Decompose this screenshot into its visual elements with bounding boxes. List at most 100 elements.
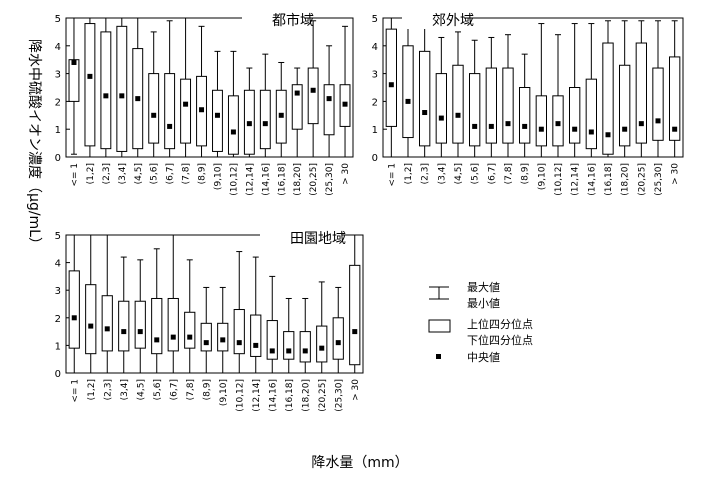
iqr-box — [435, 73, 447, 144]
iqr-box — [635, 42, 648, 144]
x-tick-label: (2,3] — [103, 379, 113, 400]
box-14 — [283, 297, 295, 374]
iqr-box — [307, 67, 319, 125]
median-marker — [438, 115, 444, 121]
y-tick-label: 5 — [55, 14, 61, 25]
iqr-box — [180, 78, 192, 144]
y-tick-label: 3 — [55, 70, 61, 81]
y-tick-label: 1 — [55, 341, 61, 352]
x-tick-label: (16,18] — [604, 163, 614, 196]
box-7 — [485, 36, 497, 158]
x-tick-label: (1,2] — [404, 163, 414, 184]
box-2 — [85, 234, 97, 374]
box-6 — [151, 248, 163, 374]
box-4 — [435, 36, 447, 158]
median-marker — [203, 340, 209, 346]
box-8 — [184, 259, 196, 374]
y-tick-label: 4 — [55, 42, 61, 53]
median-marker — [310, 87, 316, 93]
median-marker — [488, 123, 494, 129]
panel-title-group: 郊外域 — [402, 11, 474, 29]
box-7 — [164, 20, 176, 158]
median-marker — [104, 326, 110, 332]
x-tick-label: (16,18] — [285, 379, 295, 412]
box-11 — [552, 34, 564, 158]
box-2 — [402, 17, 414, 158]
iqr-box — [118, 300, 130, 352]
median-marker — [522, 123, 528, 129]
iqr-box — [101, 295, 113, 352]
panel-3: 0 1 2 3 4 5 <= 1 (1,2] (2,3] (3,4] (4,5] (5,6] (6,7]… — [55, 229, 364, 412]
median-marker — [605, 132, 611, 138]
x-tick-label: (6,7] — [166, 163, 176, 184]
iqr-box — [349, 264, 361, 366]
x-tick-label: (9,10] — [213, 163, 223, 190]
iqr-box — [323, 84, 335, 136]
iqr-box — [68, 59, 80, 102]
panel-title-group: 都市域 — [242, 11, 314, 29]
iqr-box — [502, 67, 514, 144]
iqr-box — [669, 56, 681, 141]
x-tick-label: <= 1 — [387, 163, 397, 187]
box-5 — [452, 31, 464, 158]
iqr-box — [116, 25, 128, 152]
median-marker — [236, 340, 242, 346]
iqr-box — [299, 331, 311, 363]
x-tick-label: (18,20] — [293, 163, 303, 196]
box-18 — [349, 234, 361, 374]
median-marker — [71, 315, 77, 321]
iqr-box — [217, 322, 229, 352]
box-13 — [266, 275, 278, 374]
box-15 — [619, 20, 631, 158]
x-tick-label: (14,16] — [587, 163, 597, 196]
iqr-box — [148, 73, 160, 144]
box-10 — [535, 23, 548, 158]
x-tick-label: (3,4] — [120, 379, 130, 400]
median-marker — [278, 112, 284, 118]
box-12 — [250, 256, 262, 374]
x-tick-label: (20,25] — [318, 379, 328, 412]
median-marker — [151, 112, 157, 118]
iqr-box — [535, 95, 548, 147]
box-17 — [323, 45, 335, 158]
box-13 — [585, 23, 598, 158]
plot-frame — [382, 17, 684, 158]
box-1 — [68, 17, 80, 155]
y-tick-label: 5 — [55, 231, 61, 242]
box-7 — [167, 234, 179, 374]
median-marker — [88, 323, 94, 329]
iqr-box — [402, 45, 414, 139]
iqr-box — [332, 317, 344, 360]
iqr-box — [385, 28, 397, 127]
x-tick-label: (5,6] — [150, 163, 160, 184]
x-tick-label: (18,20] — [301, 379, 311, 412]
y-tick-label: 4 — [55, 259, 61, 270]
box-18 — [339, 25, 351, 158]
iqr-box — [184, 311, 196, 349]
median-marker — [137, 329, 143, 335]
legend-median-marker — [436, 354, 441, 359]
x-tick-label: (6,7] — [487, 163, 497, 184]
median-marker — [187, 334, 193, 340]
iqr-box — [452, 64, 464, 144]
median-marker — [135, 96, 141, 102]
y-tick-label: 4 — [372, 42, 378, 53]
box-16 — [635, 20, 648, 158]
box-9 — [200, 286, 212, 374]
box-4 — [116, 17, 128, 158]
median-marker — [253, 342, 259, 348]
box-3 — [101, 234, 113, 374]
iqr-box — [134, 300, 146, 349]
median-marker — [342, 101, 348, 107]
x-tick-label: (14,16] — [268, 379, 278, 412]
median-marker — [119, 93, 125, 99]
x-tick-label: (25,30] — [654, 163, 664, 196]
x-tick-label: (12,14] — [252, 379, 262, 412]
x-tick-label: (5,6] — [153, 379, 163, 400]
box-11 — [227, 50, 239, 158]
box-6 — [469, 39, 481, 158]
box-12 — [243, 67, 255, 158]
box-9 — [519, 53, 531, 158]
panel-title-bg — [402, 11, 464, 29]
